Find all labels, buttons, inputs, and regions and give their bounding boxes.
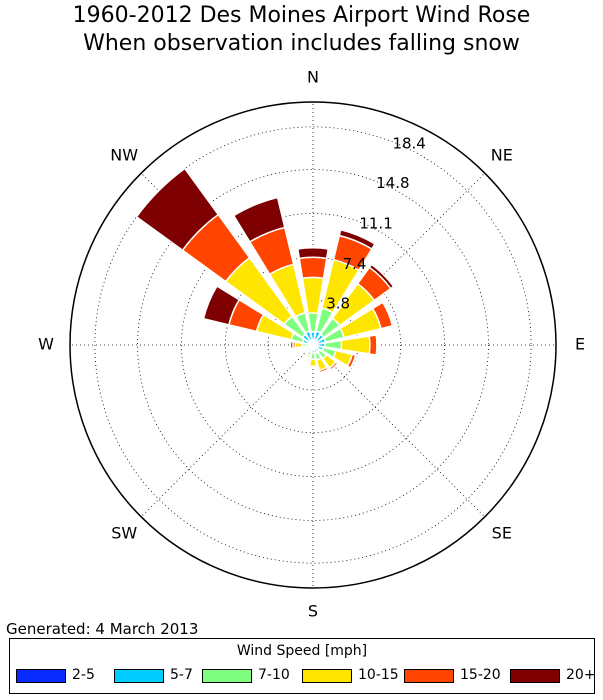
wind-rose-chart: 3.8 7.4 11.1 14.8 18.4 N NE E SE S SW W NW [38, 68, 585, 621]
bar-segment-s-20+ [308, 366, 318, 369]
bar-segment-nne-20+ [338, 228, 376, 251]
compass-label-sw: SW [111, 523, 137, 542]
bar-segment-e-20+ [375, 334, 379, 356]
bar-segment-w-10-15 [294, 341, 304, 349]
bar-segment-n-15-20 [298, 256, 328, 280]
bar-segment-sse-20+ [318, 368, 330, 375]
compass-label-w: W [38, 335, 54, 354]
bar-segment-ene-20+ [381, 300, 395, 327]
bar-segment-wsw-20+ [302, 346, 307, 351]
legend-label: 7-10 [258, 667, 290, 683]
legend-title: Wind Speed [mph] [236, 643, 368, 659]
bar-segment-e-15-20 [368, 334, 378, 356]
compass-label-nw: NW [110, 146, 138, 165]
radial-tick-label: 11.1 [359, 214, 392, 232]
legend-swatch [510, 669, 560, 683]
radial-tick-label: 7.4 [343, 255, 367, 273]
compass-label-ne: NE [491, 146, 513, 165]
grid-ring [181, 213, 445, 477]
compass-labels: N NE E SE S SW W NW [38, 68, 585, 621]
legend-label: 5-7 [170, 667, 193, 683]
bar-segment-se-20+ [330, 362, 340, 372]
compass-label-se: SE [492, 523, 512, 542]
outer-ring [69, 101, 557, 589]
radial-tick-labels: 3.8 7.4 11.1 14.8 18.4 [326, 134, 426, 312]
bar-segment-nw-20+ [135, 167, 220, 252]
grid-spoke [140, 344, 314, 518]
bar-segment-wnw-20+ [202, 285, 241, 326]
bar-segment-ssw-20+ [304, 355, 311, 360]
radial-tick-label: 14.8 [376, 174, 409, 192]
bar-segment-ese-20+ [349, 354, 358, 370]
legend-label: 2-5 [72, 667, 95, 683]
chart-subtitle: When observation includes falling snow [83, 31, 520, 56]
legend: Wind Speed [mph] 2-5 5-7 7-10 10-15 15-20 20+ [9, 638, 596, 694]
legend-swatch [114, 669, 164, 683]
wind-rose-bars [69, 101, 557, 589]
chart-title: 1960-2012 Des Moines Airport Wind Rose [72, 3, 531, 28]
grid-ring [137, 169, 489, 521]
radial-tick-label: 18.4 [392, 134, 425, 152]
grid-ring [94, 126, 532, 564]
legend-label: 15-20 [460, 667, 501, 683]
grid-spoke [312, 344, 486, 518]
legend-label: 20+ [566, 667, 596, 683]
legend-swatch [302, 669, 352, 683]
legend-swatch [16, 669, 66, 683]
legend-swatch [404, 669, 454, 683]
compass-label-e: E [575, 335, 585, 354]
bar-segment-w-20+ [289, 340, 294, 350]
legend-label: 10-15 [358, 667, 399, 683]
radial-tick-label: 3.8 [326, 294, 350, 312]
compass-label-n: N [307, 68, 319, 87]
bar-segment-nnw-20+ [232, 196, 286, 243]
chart-title-block: 1960-2012 Des Moines Airport Wind Rose W… [0, 2, 603, 58]
legend-swatch [202, 669, 252, 683]
bar-segment-e-10-15 [340, 335, 371, 355]
bar-segment-n-10-15 [301, 276, 325, 315]
compass-label-s: S [308, 602, 318, 621]
bar-segment-s-10-15 [308, 358, 318, 368]
bar-segment-ne-20+ [368, 263, 395, 290]
generated-date: Generated: 4 March 2013 [6, 620, 199, 638]
bar-segment-n-20+ [296, 247, 330, 260]
